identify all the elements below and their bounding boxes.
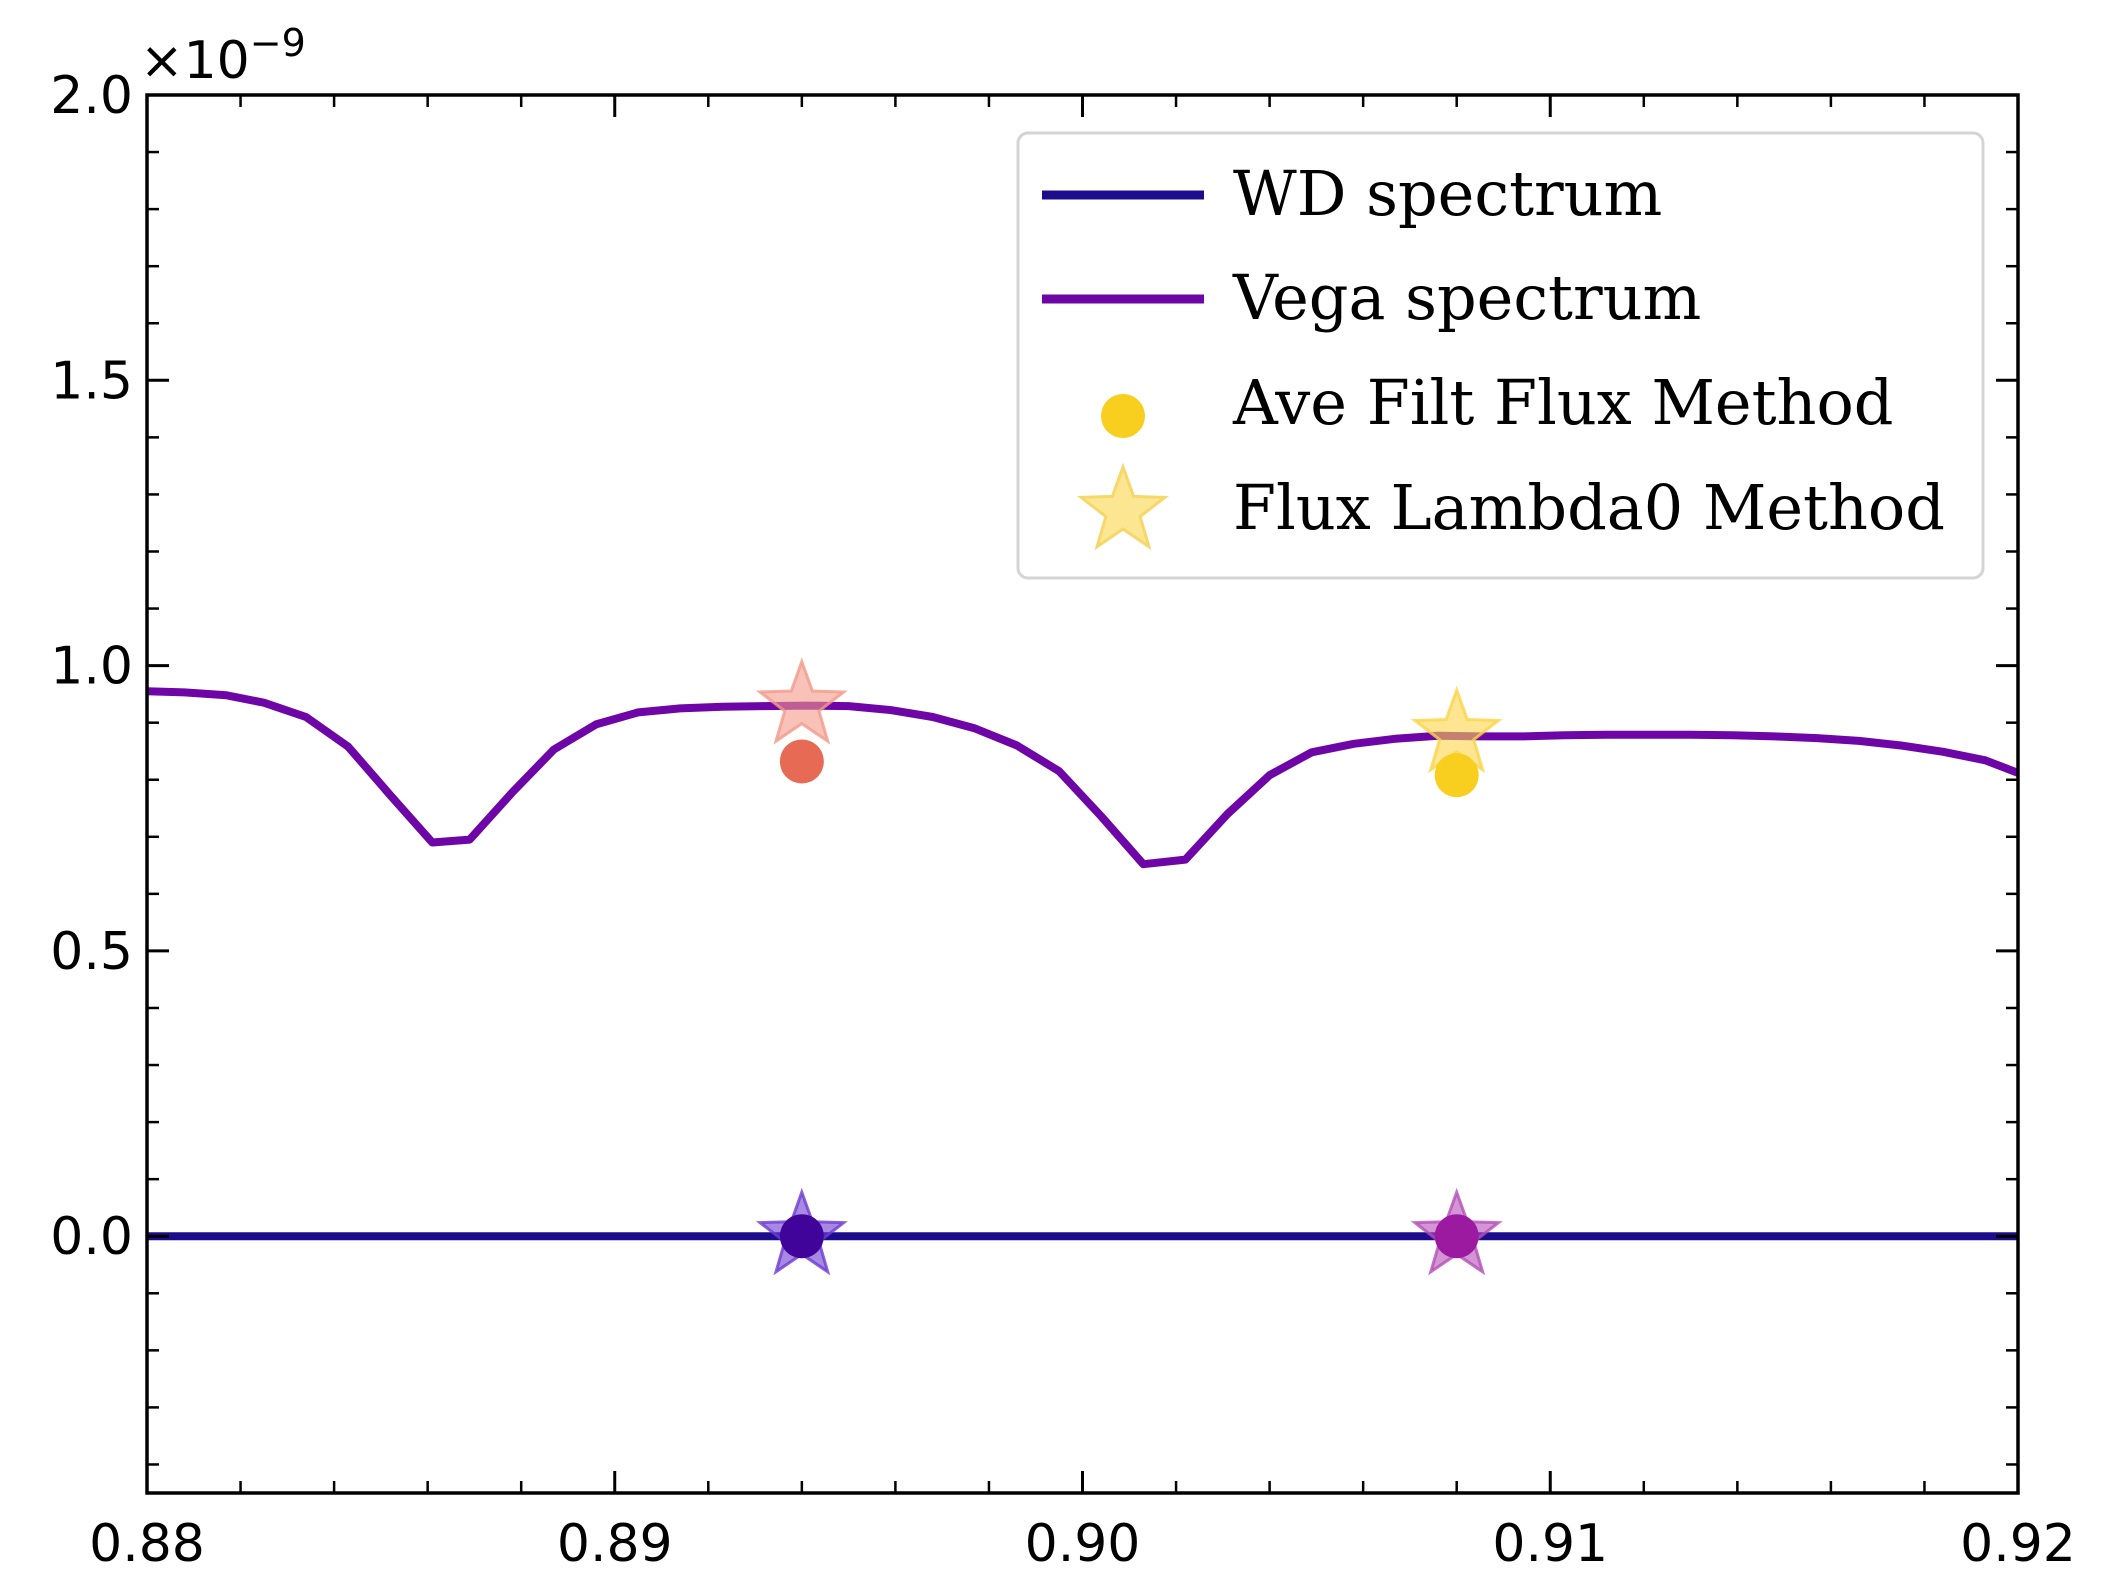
plot-area (147, 657, 2018, 1276)
circle-marker-2 (779, 1214, 824, 1259)
legend-star-swatch (1076, 462, 1170, 551)
y-tick-label: 1.0 (50, 637, 133, 697)
circle-marker-1 (1434, 753, 1479, 798)
circle-marker-0 (779, 739, 824, 784)
y-tick-label: 1.5 (50, 351, 133, 411)
plot-marks (147, 657, 2018, 1276)
y-offset-label: ×10−9 (140, 21, 306, 91)
star-marker-0 (755, 657, 848, 745)
legend-label: Vega spectrum (1232, 261, 1701, 334)
x-tick-label: 0.89 (557, 1514, 673, 1574)
x-tick-label: 0.92 (1960, 1514, 2076, 1574)
series-line-vega-spectrum (147, 687, 2018, 869)
star-marker-1 (1410, 685, 1503, 774)
y-tick-label: 0.0 (50, 1207, 133, 1267)
y-tick-label: 0.5 (50, 922, 133, 982)
legend-circle-swatch (1101, 394, 1145, 438)
legend-box (1016, 131, 1985, 580)
x-tick-label: 0.91 (1492, 1514, 1608, 1574)
legend: WD spectrum Vega spectrum Ave Filt Flux Me… (1016, 131, 1985, 580)
x-tick-label: 0.90 (1025, 1514, 1141, 1574)
y-tick-label: 2.0 (50, 66, 133, 126)
legend-label: WD spectrum (1233, 157, 1662, 230)
x-tick-label: 0.88 (89, 1514, 205, 1574)
legend-label: Flux Lambda0 Method (1233, 471, 1945, 544)
legend-label: Ave Filt Flux Method (1232, 366, 1893, 439)
axes: 0.88 0.89 0.90 0.91 0.92 0.0 0.5 1.0 1.5 2.0 (50, 66, 2076, 1574)
circle-marker-3 (1434, 1214, 1479, 1259)
